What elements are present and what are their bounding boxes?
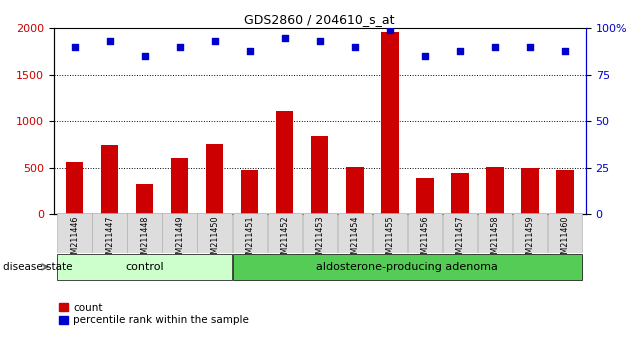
Bar [241, 171, 258, 214]
Bar [486, 167, 503, 214]
Point [560, 48, 570, 53]
Point [244, 48, 255, 53]
Text: GSM211450: GSM211450 [210, 216, 219, 264]
Text: control: control [125, 262, 164, 272]
Bar [127, 213, 162, 253]
Text: GSM211457: GSM211457 [455, 216, 464, 264]
Bar [521, 168, 539, 214]
Bar [101, 145, 118, 214]
Bar [268, 213, 302, 253]
Text: GSM211446: GSM211446 [70, 216, 79, 264]
Bar [302, 213, 337, 253]
Text: GSM211455: GSM211455 [386, 216, 394, 264]
Point [490, 44, 500, 50]
Point [210, 39, 220, 44]
Bar [93, 213, 127, 253]
Bar [547, 213, 582, 253]
Point [455, 48, 465, 53]
Bar [163, 213, 197, 253]
Point [315, 39, 325, 44]
Bar [513, 213, 547, 253]
Bar [372, 213, 407, 253]
Bar [311, 136, 328, 214]
Text: GSM211447: GSM211447 [105, 216, 114, 264]
Bar [338, 213, 372, 253]
Bar [381, 32, 399, 214]
Bar [556, 171, 574, 214]
Point [140, 53, 150, 59]
Point [175, 44, 185, 50]
Bar [408, 213, 442, 253]
Text: GSM211453: GSM211453 [315, 216, 324, 264]
Bar [232, 254, 582, 280]
Point [350, 44, 360, 50]
Text: disease state: disease state [3, 262, 72, 272]
Bar [197, 213, 232, 253]
Point [420, 53, 430, 59]
Bar [136, 183, 153, 214]
Legend: count, percentile rank within the sample: count, percentile rank within the sample [59, 303, 249, 325]
Text: GSM211459: GSM211459 [525, 216, 534, 264]
Text: GSM211460: GSM211460 [561, 216, 570, 264]
Bar [443, 213, 477, 253]
Text: GSM211448: GSM211448 [140, 216, 149, 264]
Text: GSM211449: GSM211449 [175, 216, 184, 264]
Point [525, 44, 535, 50]
Text: GSM211456: GSM211456 [420, 216, 429, 264]
Text: GSM211452: GSM211452 [280, 216, 289, 264]
Text: aldosterone-producing adenoma: aldosterone-producing adenoma [316, 262, 498, 272]
Bar [451, 173, 469, 214]
Title: GDS2860 / 204610_s_at: GDS2860 / 204610_s_at [244, 13, 395, 26]
Bar [57, 254, 232, 280]
Bar [206, 144, 224, 214]
Point [280, 35, 290, 40]
Text: GSM211454: GSM211454 [350, 216, 359, 264]
Text: GSM211451: GSM211451 [245, 216, 254, 264]
Bar [171, 159, 188, 214]
Bar [346, 167, 364, 214]
Text: GSM211458: GSM211458 [490, 216, 500, 264]
Bar [276, 111, 294, 214]
Bar [478, 213, 512, 253]
Bar [66, 162, 83, 214]
Bar [232, 213, 267, 253]
Point [385, 27, 395, 33]
Point [69, 44, 79, 50]
Bar [416, 178, 433, 214]
Bar [57, 213, 92, 253]
Point [105, 39, 115, 44]
